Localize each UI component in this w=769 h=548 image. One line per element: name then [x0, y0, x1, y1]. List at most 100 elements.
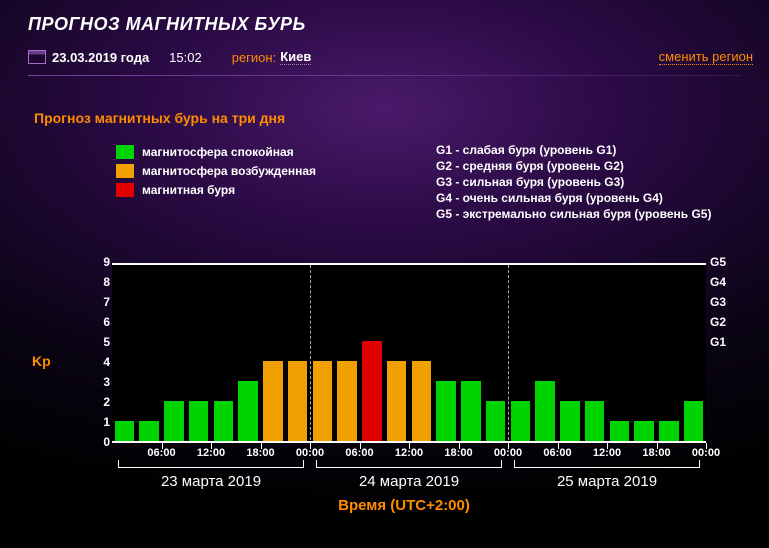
legend-swatch-calm: [116, 145, 134, 159]
legend-scale-line: G5 - экстремально сильная буря (уровень …: [436, 206, 711, 222]
g-scale-tick: G5: [710, 255, 736, 269]
bar-slot: [335, 261, 360, 441]
kp-bar: [634, 421, 653, 441]
y-tick: 7: [92, 295, 110, 309]
legend: магнитосфера спокойная магнитосфера возб…: [0, 142, 769, 222]
y-tick: 1: [92, 415, 110, 429]
legend-scale: G1 - слабая буря (уровень G1)G2 - средня…: [436, 142, 711, 222]
legend-scale-line: G2 - средняя буря (уровень G2): [436, 158, 711, 174]
kp-bar: [412, 361, 431, 441]
page-title: ПРОГНОЗ МАГНИТНЫХ БУРЬ: [0, 0, 769, 35]
kp-bar: [313, 361, 332, 441]
change-region-link[interactable]: сменить регион: [659, 49, 753, 65]
x-tick-label: 12:00: [395, 447, 423, 459]
x-tick-label: 00:00: [296, 447, 324, 459]
kp-bar: [659, 421, 678, 441]
y-tick: 9: [92, 255, 110, 269]
x-tick-label: 00:00: [494, 447, 522, 459]
x-tick-label: 00:00: [692, 447, 720, 459]
y-tick: 0: [92, 435, 110, 449]
day-label: 23 марта 2019: [161, 473, 261, 490]
bar-slot: [310, 261, 335, 441]
bar-slot: [137, 261, 162, 441]
kp-bar: [684, 401, 703, 441]
bar-slot: [112, 261, 137, 441]
bar-slot: [681, 261, 706, 441]
bar-slot: [459, 261, 484, 441]
kp-bar: [288, 361, 307, 441]
g-scale-tick: G2: [710, 315, 736, 329]
x-tick-label: 18:00: [642, 447, 670, 459]
subtitle: Прогноз магнитных бурь на три дня: [0, 76, 769, 142]
plot-area: [112, 263, 706, 443]
kp-bar: [535, 381, 554, 441]
x-tick-label: 06:00: [345, 447, 373, 459]
kp-bar: [585, 401, 604, 441]
kp-bar: [387, 361, 406, 441]
legend-scale-line: G4 - очень сильная буря (уровень G4): [436, 190, 711, 206]
kp-bar: [511, 401, 530, 441]
x-tick-label: 12:00: [593, 447, 621, 459]
bar-slot: [360, 261, 385, 441]
g-scale-tick: G4: [710, 275, 736, 289]
day-divider: [508, 265, 509, 445]
y-tick: 2: [92, 395, 110, 409]
kp-bar: [461, 381, 480, 441]
legend-left: магнитосфера спокойная магнитосфера возб…: [116, 142, 436, 222]
bar-slot: [211, 261, 236, 441]
legend-swatch-excited: [116, 164, 134, 178]
x-tick-label: 06:00: [147, 447, 175, 459]
kp-bar: [189, 401, 208, 441]
legend-scale-line: G3 - сильная буря (уровень G3): [436, 174, 711, 190]
x-tick-label: 18:00: [246, 447, 274, 459]
legend-excited: магнитосфера возбужденная: [116, 161, 436, 180]
day-divider: [310, 265, 311, 445]
bar-slot: [508, 261, 533, 441]
kp-bar: [238, 381, 257, 441]
bar-slot: [533, 261, 558, 441]
y-tick: 3: [92, 375, 110, 389]
kp-bar: [214, 401, 233, 441]
bar-slot: [632, 261, 657, 441]
legend-text-calm: магнитосфера спокойная: [142, 145, 294, 159]
bar-slot: [558, 261, 583, 441]
y-tick: 8: [92, 275, 110, 289]
bar-slot: [607, 261, 632, 441]
y-axis-right: G1G2G3G4G5: [710, 255, 736, 453]
info-bar: 23.03.2019 года 15:02 регион: Киев смени…: [0, 35, 769, 71]
bar-slot: [285, 261, 310, 441]
bar-slot: [657, 261, 682, 441]
bar-slot: [261, 261, 286, 441]
kp-axis-label: Kp: [32, 353, 51, 369]
kp-bar: [610, 421, 629, 441]
x-tick-label: 18:00: [444, 447, 472, 459]
region-label: регион:: [232, 50, 276, 65]
time-text: 15:02: [169, 50, 202, 65]
kp-bar: [362, 341, 381, 441]
bar-slot: [409, 261, 434, 441]
kp-bar: [436, 381, 455, 441]
legend-text-excited: магнитосфера возбужденная: [142, 164, 316, 178]
kp-bar: [115, 421, 134, 441]
x-tick-label: 06:00: [543, 447, 571, 459]
bar-slot: [582, 261, 607, 441]
calendar-icon: [28, 50, 46, 64]
legend-swatch-storm: [116, 183, 134, 197]
day-range-bar: [514, 467, 700, 468]
y-tick: 5: [92, 335, 110, 349]
bars-container: [112, 261, 706, 441]
y-tick: 4: [92, 355, 110, 369]
kp-bar: [139, 421, 158, 441]
legend-calm: магнитосфера спокойная: [116, 142, 436, 161]
kp-bar: [337, 361, 356, 441]
bar-slot: [483, 261, 508, 441]
day-label: 25 марта 2019: [557, 473, 657, 490]
day-range-bar: [118, 467, 304, 468]
kp-bar: [560, 401, 579, 441]
time-axis-label: Время (UTC+2:00): [64, 497, 744, 514]
legend-storm: магнитная буря: [116, 180, 436, 199]
kp-bar: [164, 401, 183, 441]
day-range-bar: [316, 467, 502, 468]
region-value[interactable]: Киев: [280, 49, 311, 65]
bar-slot: [384, 261, 409, 441]
